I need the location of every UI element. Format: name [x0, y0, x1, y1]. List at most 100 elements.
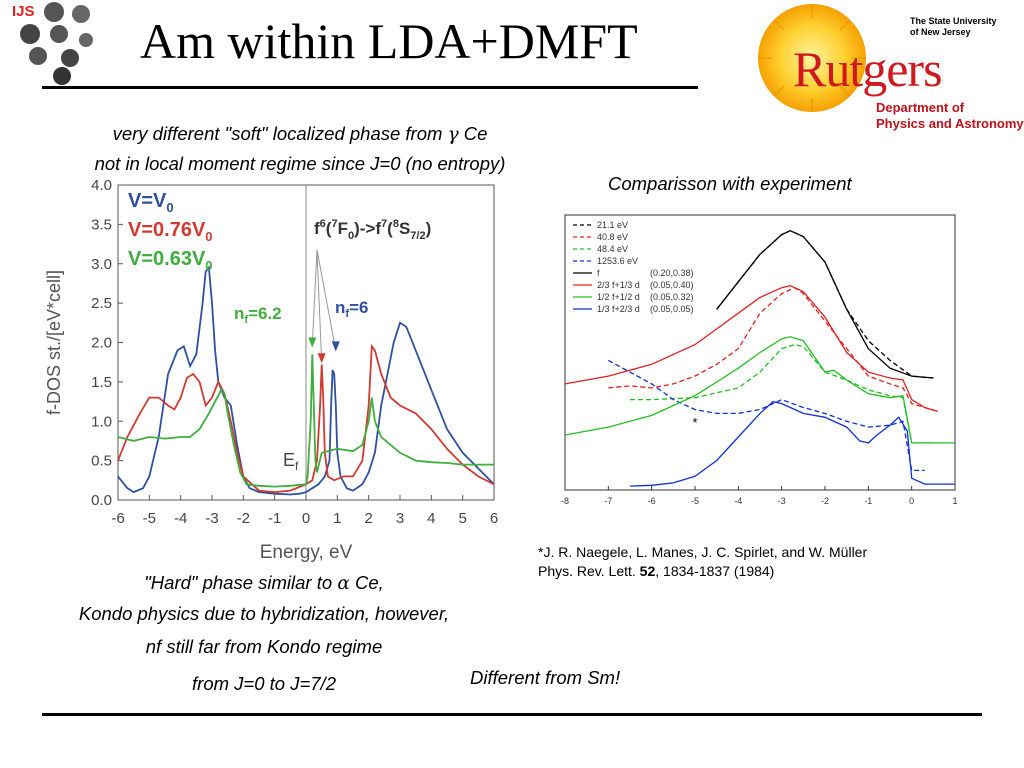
fermi-label: Ef — [283, 450, 299, 473]
series-line-2 — [630, 343, 934, 444]
local-moment-line: not in local moment regime since J=0 (no… — [94, 153, 506, 174]
department-line-2: Physics and Astronomy — [876, 116, 1024, 131]
x-tick-label-8: 0 — [909, 496, 914, 506]
arrow-line-2 — [316, 249, 337, 351]
nf-6-label: nf=6 — [335, 298, 368, 320]
series-line-3 — [607, 359, 925, 472]
legend-param-7: (0.05,0.05) — [650, 304, 694, 314]
different-from-sm: Different from Sm! — [470, 667, 621, 688]
x-axis-label: Energy, eV — [260, 542, 353, 563]
rutgers-sun-icon — [758, 4, 866, 112]
nf-62-label: nf=6.2 — [234, 304, 282, 326]
x-tick-label-3: -3 — [205, 510, 218, 527]
legend-entry-2: V=0.63V0 — [128, 248, 213, 273]
kondo-line-1: Kondo physics due to hybridization, howe… — [78, 603, 450, 624]
legend-label-5: 2/3 f+1/3 d — [597, 280, 640, 290]
arrow-head-1 — [317, 353, 326, 364]
legend-label-2: 48.4 eV — [597, 244, 628, 254]
x-tick-label-5: -1 — [268, 510, 281, 527]
arrow-head-0 — [308, 337, 317, 348]
y-tick-label-5: 2.5 — [91, 295, 112, 312]
y-tick-label-0: 0.0 — [91, 492, 112, 509]
hard-phase-line: "Hard" phase similar to α Ce, — [0, 572, 528, 594]
kondo-line-2: nf still far from Kondo regime — [145, 636, 383, 657]
legend-entry-1: V=0.76V0 — [128, 219, 213, 244]
from-j-line: from J=0 to J=7/2 — [192, 673, 336, 694]
x-tick-label-10: 4 — [427, 510, 435, 527]
reference-volume: 52 — [639, 563, 656, 579]
x-tick-label-4: -4 — [734, 496, 742, 506]
alpha-symbol: α — [337, 573, 350, 594]
university-line-1: The State University — [910, 16, 997, 26]
x-tick-label-5: -3 — [778, 496, 786, 506]
fdos-chart: -6 -5 -4 -3 -2 -1 0 1 2 3 4 5 6 0.0 0.5 1.0 1.5 2.0 2.5 3.0… — [44, 177, 498, 563]
x-tick-label-8: 2 — [364, 510, 372, 527]
x-tick-label-4: -2 — [237, 510, 250, 527]
slide-title: Am within LDA+DMFT — [140, 13, 638, 69]
legend-param-4: (0.20,0.38) — [650, 268, 694, 278]
soft-phase-ce: Ce — [458, 123, 488, 144]
x-tick-label-2: -6 — [648, 496, 656, 506]
x-tick-label-1: -5 — [143, 510, 156, 527]
gamma-symbol: γ — [447, 124, 459, 145]
soft-phase-text: very different "soft" localized phase fr… — [112, 123, 448, 144]
x-tick-label-9: 3 — [396, 510, 404, 527]
x-tick-label-6: -2 — [821, 496, 829, 506]
legend-entry-0: V=V0 — [128, 190, 174, 215]
hard-phase-text: "Hard" phase similar to — [144, 572, 338, 593]
series-line-5 — [564, 285, 938, 413]
ijs-logo-text: IJS — [12, 3, 35, 20]
x-tick-label-7: -1 — [864, 496, 872, 506]
legend-label-3: 1253.6 eV — [597, 256, 638, 266]
transition-annotation: f6(7F0)->f7(8S7/2) — [314, 218, 431, 242]
arrow-line-0 — [311, 249, 318, 347]
university-line-2: of New Jersey — [910, 27, 971, 37]
reference-journal: Phys. Rev. Lett. — [538, 563, 640, 579]
x-tick-label-11: 5 — [458, 510, 466, 527]
series-line-0 — [716, 229, 934, 379]
legend-param-6: (0.05,0.32) — [650, 292, 694, 302]
y-tick-label-3: 1.5 — [91, 374, 112, 391]
series-line-6 — [564, 336, 955, 444]
series-line-0 — [117, 265, 495, 496]
legend-label-4: f — [597, 268, 600, 278]
y-tick-label-8: 4.0 — [91, 177, 112, 194]
experiment-chart: -8 -7 -6 -5 -4 -3 -2 -1 0 1 21.1 eV 40.8 eV 48.4 eV 1… — [561, 214, 958, 506]
x-tick-label-3: -5 — [691, 496, 699, 506]
soft-phase-line: very different "soft" localized phase fr… — [0, 123, 600, 145]
series-line-7 — [629, 400, 955, 487]
legend-label-7: 1/3 f+2/3 d — [597, 304, 640, 314]
reference-journal-line: Phys. Rev. Lett. 52, 1834-1837 (1984) — [538, 562, 867, 581]
reference: *J. R. Naegele, L. Manes, J. C. Spirlet,… — [538, 543, 867, 581]
hard-phase-ce: Ce, — [349, 572, 384, 593]
x-tick-label-6: 0 — [302, 510, 310, 527]
x-tick-label-0: -8 — [561, 496, 569, 506]
legend-param-5: (0.05,0.40) — [650, 280, 694, 290]
y-tick-label-4: 2.0 — [91, 335, 112, 352]
series-line-4 — [716, 229, 934, 379]
y-tick-label-2: 1.0 — [91, 413, 112, 430]
reference-authors: *J. R. Naegele, L. Manes, J. C. Spirlet,… — [538, 544, 868, 560]
x-tick-label-12: 6 — [490, 510, 498, 527]
department-line-1: Department of — [876, 100, 965, 115]
asterisk-annotation: * — [692, 415, 697, 430]
legend-label-0: 21.1 eV — [597, 220, 628, 230]
x-tick-label-2: -4 — [174, 510, 187, 527]
y-tick-label-1: 0.5 — [91, 453, 112, 470]
y-axis-label: f-DOS st./[eV*cell] — [44, 270, 64, 415]
comparison-caption: Comparisson with experiment — [608, 173, 852, 194]
series-line-1 — [117, 343, 495, 494]
arrow-head-2 — [331, 341, 340, 352]
arrow-line-1 — [316, 249, 323, 363]
university-name: The State University of New Jersey — [910, 16, 997, 38]
ijs-logo-dots-icon — [20, 2, 93, 85]
reference-pages: , 1834-1837 (1984) — [655, 563, 775, 579]
x-tick-label-1: -7 — [604, 496, 612, 506]
legend-label-6: 1/2 f+1/2 d — [597, 292, 640, 302]
rutgers-wordmark: Rutgers — [793, 41, 943, 97]
x-tick-label-0: -6 — [111, 510, 124, 527]
series-line-2 — [117, 354, 494, 488]
y-tick-label-7: 3.5 — [91, 216, 112, 233]
x-tick-label-9: 1 — [952, 496, 957, 506]
y-tick-label-6: 3.0 — [91, 256, 112, 273]
